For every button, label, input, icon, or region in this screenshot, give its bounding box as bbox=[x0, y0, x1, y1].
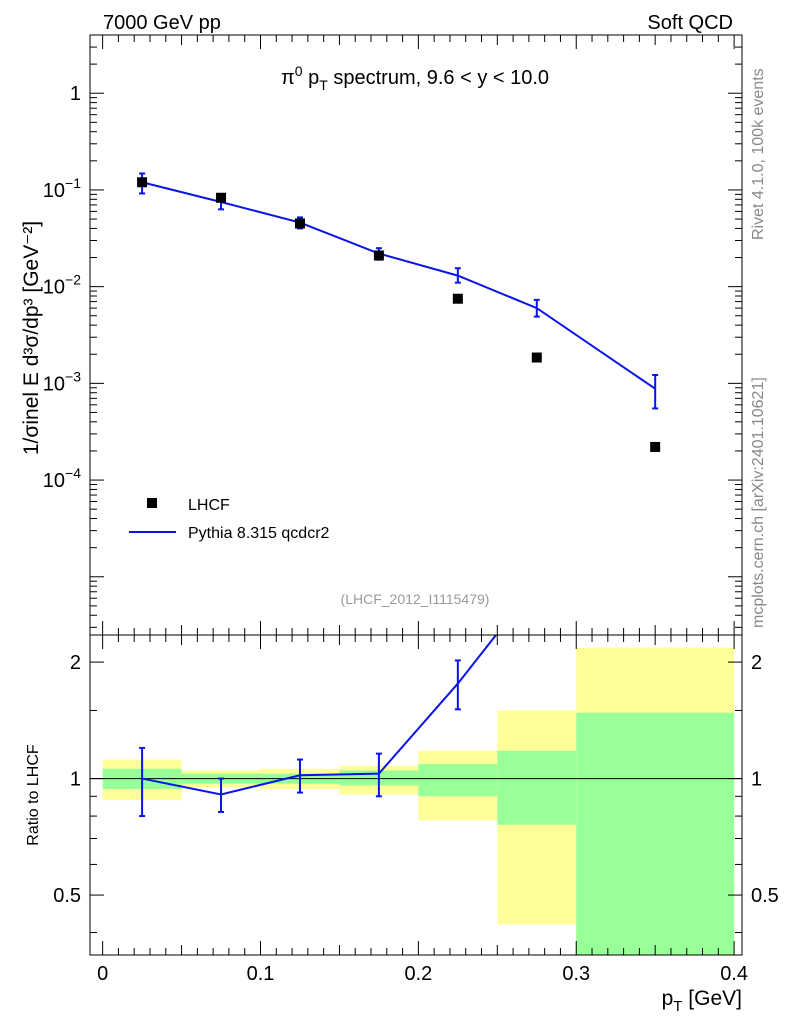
lhcf-data-point bbox=[531, 352, 542, 363]
main-y-tick-label: 1 bbox=[70, 83, 81, 105]
legend: LHCF Pythia 8.315 qcdcr2 bbox=[129, 497, 330, 542]
ratio-y-tick-label-left: 2 bbox=[70, 652, 81, 674]
x-tick-label: 0 bbox=[97, 963, 108, 985]
x-tick-label: 0.3 bbox=[562, 963, 590, 985]
main-y-tick-labels: 1 10−1 10−2 10−3 10−4 bbox=[43, 83, 81, 492]
mc-line bbox=[141, 181, 656, 390]
legend-lhcf-label: LHCF bbox=[188, 497, 230, 514]
main-frame bbox=[89, 34, 743, 636]
source-label: mcplots.cern.ch [arXiv:2401.10621] bbox=[750, 377, 767, 628]
stat-uncertainty-band bbox=[497, 750, 577, 825]
x-tick-label: 0.4 bbox=[720, 963, 748, 985]
ratio-y-tick-label-right: 2 bbox=[751, 652, 762, 674]
main-y-axis-label: 1/σinel E d³σ/dp³ [GeV⁻²] bbox=[20, 221, 43, 455]
lhcf-data-point bbox=[216, 192, 227, 203]
mc-ratio-line bbox=[141, 635, 498, 796]
main-y-tick-label: 10−3 bbox=[43, 368, 81, 395]
ratio-y-axis-label: Ratio to LHCF bbox=[25, 744, 42, 846]
main-y-tick-label: 10−4 bbox=[43, 465, 81, 492]
legend-pythia-label: Pythia 8.315 qcdcr2 bbox=[188, 525, 330, 542]
x-axis-label: pT [GeV] bbox=[662, 987, 742, 1015]
ratio-y-tick-labels-right: 0.5 1 2 bbox=[751, 652, 779, 907]
legend-lhcf-marker bbox=[147, 498, 157, 508]
main-y-tick-label: 10−1 bbox=[43, 175, 81, 202]
lhcf-data-point bbox=[294, 218, 305, 229]
ratio-y-tick-label-left: 1 bbox=[70, 769, 81, 791]
main-series-layer bbox=[137, 172, 661, 452]
x-tick-label: 0.2 bbox=[404, 963, 432, 985]
lhcf-data-point bbox=[650, 441, 661, 452]
stat-uncertainty-band bbox=[418, 764, 498, 797]
ratio-axis-ticks bbox=[90, 635, 742, 955]
ratio-x-tick-labels: 0 0.1 0.2 0.3 0.4 bbox=[97, 963, 748, 985]
energy-label: 7000 GeV pp bbox=[103, 12, 221, 34]
main-y-tick-label: 10−2 bbox=[43, 272, 81, 299]
main-title: π0 pT spectrum, 9.6 < y < 10.0 bbox=[281, 63, 549, 93]
stat-uncertainty-band bbox=[576, 712, 735, 955]
ratio-y-tick-labels-left: 0.5 1 2 bbox=[53, 652, 81, 907]
process-label: Soft QCD bbox=[647, 12, 733, 34]
lhcf-data-point bbox=[452, 293, 463, 304]
ratio-y-tick-label-left: 0.5 bbox=[53, 885, 81, 907]
rivet-version-label: Rivet 4.1.0, 100k events bbox=[750, 68, 767, 240]
x-tick-label: 0.1 bbox=[247, 963, 275, 985]
lhcf-data-point bbox=[373, 250, 384, 261]
main-axis-ticks bbox=[90, 34, 742, 635]
analysis-id: (LHCF_2012_I1115479) bbox=[341, 591, 490, 607]
ratio-y-tick-label-right: 0.5 bbox=[751, 885, 779, 907]
ratio-y-tick-label-right: 1 bbox=[751, 769, 762, 791]
ratio-panel: 0.512 0.512 0 0.1 0.2 0.3 0.4 Ratio to LHCF … bbox=[25, 634, 779, 1015]
main-panel: 1 10−1 10−2 10−3 10−4 π0 pT spectrum, 9.6 < … bbox=[20, 34, 743, 636]
lhcf-data-point bbox=[137, 177, 148, 188]
ratio-frame bbox=[89, 634, 743, 956]
